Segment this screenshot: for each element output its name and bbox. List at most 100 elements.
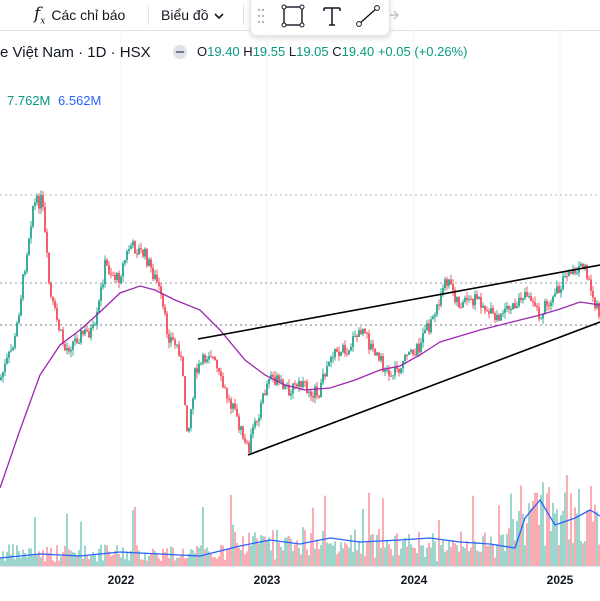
candle-body xyxy=(150,259,152,268)
volume-bar xyxy=(174,560,176,566)
volume-bar xyxy=(272,530,274,566)
volume-bar xyxy=(186,557,188,566)
volume-bar xyxy=(138,550,140,566)
symbol-legend: e Việt Nam · 1D · HSX xyxy=(0,40,187,64)
volume-bar xyxy=(232,524,234,566)
candle-body xyxy=(66,347,68,351)
volume-bar xyxy=(274,559,276,566)
volume-bar xyxy=(522,513,524,566)
candle-body xyxy=(202,354,204,364)
symbol-title[interactable]: e Việt Nam · 1D · HSX xyxy=(0,43,151,61)
candle-body xyxy=(260,402,262,419)
candle-body xyxy=(226,388,228,399)
time-axis[interactable]: 2022 2023 2024 2025 xyxy=(0,566,600,601)
candle-body xyxy=(26,254,28,272)
volume-bar xyxy=(118,554,120,566)
candle-body xyxy=(60,329,62,331)
candle-body xyxy=(16,322,18,337)
candle-body xyxy=(38,195,40,209)
candle-body xyxy=(392,375,394,377)
candle-body xyxy=(82,330,84,335)
volume-bar xyxy=(306,549,308,566)
candle-body xyxy=(18,315,20,323)
candle-body xyxy=(8,351,10,358)
volume-bar xyxy=(550,531,552,566)
candle-body xyxy=(444,279,446,289)
volume-bar xyxy=(134,506,136,566)
volume-bar xyxy=(318,549,320,566)
volume-bar xyxy=(106,545,108,566)
candle-body xyxy=(332,357,334,359)
volume-bar xyxy=(122,547,124,566)
volume-bar xyxy=(572,542,574,566)
volume-bar xyxy=(560,515,562,566)
candle-body xyxy=(266,383,268,395)
candle-body xyxy=(488,311,490,314)
candle-body xyxy=(36,195,38,203)
collapse-icon[interactable] xyxy=(172,45,187,59)
volume-bar xyxy=(40,557,42,566)
volume-bar xyxy=(246,551,248,566)
candle-body xyxy=(462,301,464,308)
candle-body xyxy=(40,195,42,209)
text-tool-icon[interactable] xyxy=(321,4,343,33)
volume-bar xyxy=(316,539,318,566)
candle-body xyxy=(290,393,292,396)
candle-body xyxy=(414,354,416,356)
volume-bar xyxy=(536,492,538,566)
candle-body xyxy=(152,267,154,279)
volume-bar xyxy=(532,500,534,566)
trendline-tool-icon[interactable] xyxy=(355,4,381,33)
candle-body xyxy=(182,356,184,377)
rectangle-tool-icon[interactable] xyxy=(281,4,305,33)
indicators-button[interactable]: fx Các chỉ báo xyxy=(34,0,125,30)
candle-body xyxy=(388,369,390,376)
candle-body xyxy=(368,333,370,350)
candle-body xyxy=(562,276,564,290)
chart-type-button[interactable]: Biểu đồ xyxy=(161,0,225,30)
candle-body xyxy=(238,416,240,430)
candle-body xyxy=(64,344,66,351)
volume-bar xyxy=(370,534,372,566)
volume-bar xyxy=(24,553,26,566)
candle-body xyxy=(492,308,494,314)
candle-body xyxy=(292,383,294,394)
volume-bar xyxy=(212,557,214,566)
candle-body xyxy=(450,279,452,285)
candle-body xyxy=(474,294,476,306)
volume-bar xyxy=(128,560,130,566)
candle-body xyxy=(416,343,418,356)
volume-bar xyxy=(254,532,256,566)
volume-bar xyxy=(220,544,222,566)
volume-bar xyxy=(12,544,14,566)
candle-body xyxy=(242,426,244,439)
volume-bar xyxy=(562,510,564,566)
volume-bar xyxy=(252,535,254,566)
candle-body xyxy=(438,304,440,306)
volume-bar xyxy=(226,549,228,566)
volume-bar xyxy=(482,536,484,566)
volume-bar xyxy=(420,545,422,566)
candle-body xyxy=(124,260,126,264)
volume-bar xyxy=(178,557,180,566)
volume-bar xyxy=(568,539,570,566)
volume-bar xyxy=(88,559,90,566)
candle-body xyxy=(318,395,320,398)
candle-body xyxy=(568,271,570,277)
volume-bar xyxy=(184,558,186,566)
volume-bar xyxy=(364,556,366,566)
candle-body xyxy=(218,368,220,372)
volume-bar xyxy=(538,524,540,566)
price-chart[interactable] xyxy=(0,30,600,566)
drag-handle-icon[interactable] xyxy=(257,7,265,30)
candle-body xyxy=(514,303,516,309)
chart-type-label: Biểu đồ xyxy=(161,7,209,23)
candle-body xyxy=(374,348,376,356)
volume-bar xyxy=(250,545,252,566)
ohlc-values: O19.40 H19.55 L19.05 C19.40 +0.05 (+0.26… xyxy=(197,44,468,59)
volume-bar xyxy=(34,517,36,566)
volume-bar xyxy=(426,547,428,566)
volume-bar xyxy=(78,549,80,566)
volume-bar xyxy=(270,550,272,566)
volume-bar xyxy=(474,540,476,566)
